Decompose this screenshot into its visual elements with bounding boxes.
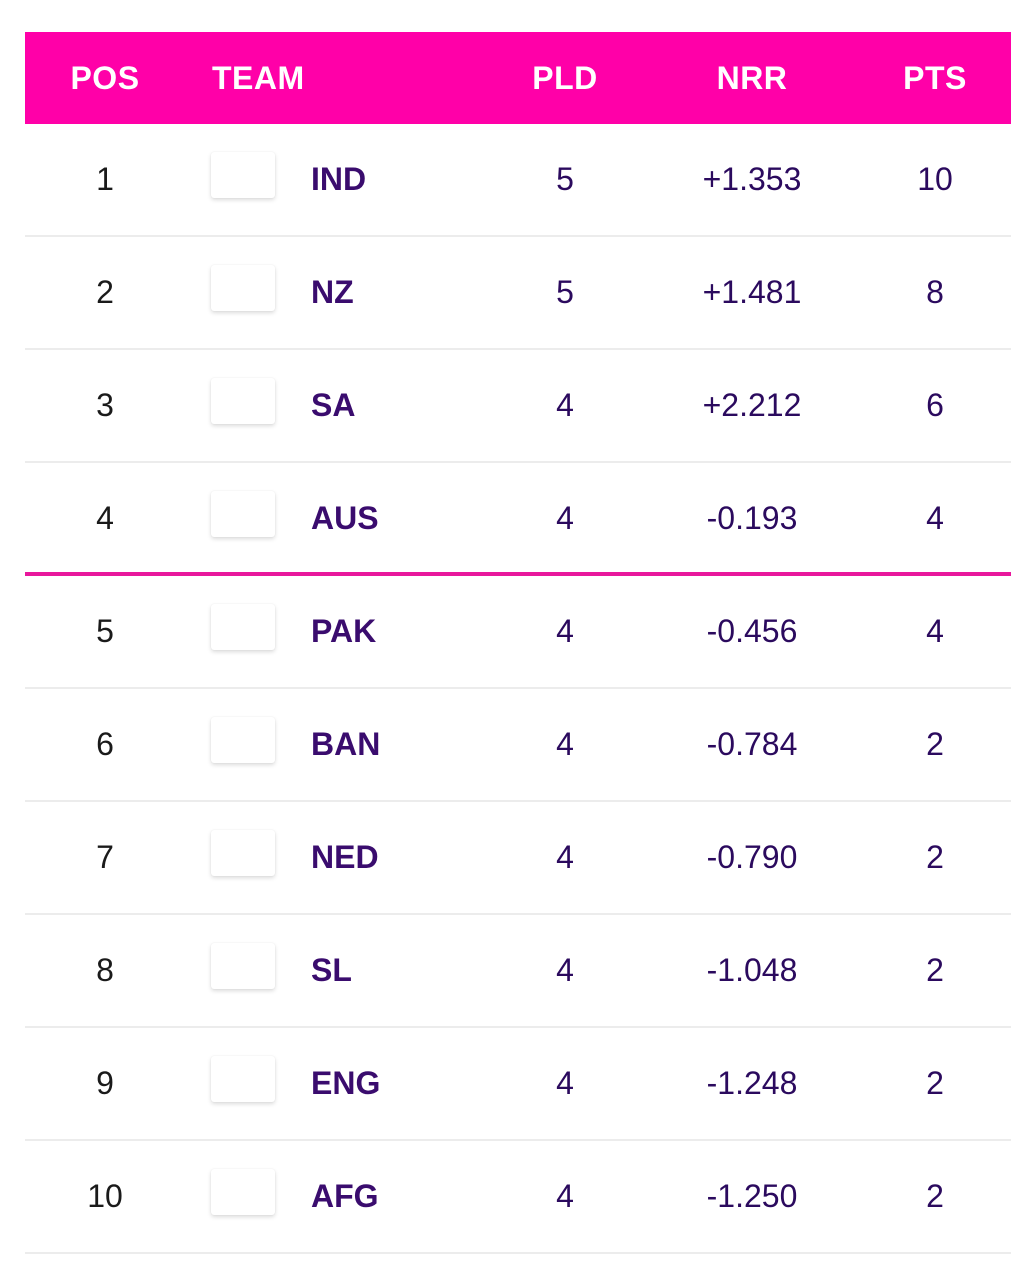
table-row[interactable]: 2 NZ 5 +1.481 8 (25, 237, 1011, 350)
row-pos: 2 (96, 274, 114, 310)
row-team[interactable]: SA (311, 387, 356, 423)
table-row[interactable]: 1 IND 5 +1.353 10 (25, 124, 1011, 237)
row-pts: 8 (926, 274, 944, 310)
row-nrr: -0.456 (706, 613, 798, 649)
row-nrr: -0.193 (706, 500, 798, 536)
row-team[interactable]: NED (311, 839, 379, 875)
team-flag-icon (211, 717, 275, 763)
row-pld: 5 (556, 274, 574, 310)
team-flag-icon (211, 604, 275, 650)
row-nrr: -1.048 (706, 952, 798, 988)
team-flag-icon (211, 1169, 275, 1215)
row-pts: 4 (926, 613, 944, 649)
table-row[interactable]: 4 AUS 4 -0.193 4 (25, 463, 1011, 576)
row-team[interactable]: BAN (311, 726, 381, 762)
row-team[interactable]: AFG (311, 1178, 379, 1214)
row-pos: 3 (96, 387, 114, 423)
row-team[interactable]: ENG (311, 1065, 381, 1101)
row-pos: 10 (87, 1178, 123, 1214)
row-pts: 2 (926, 726, 944, 762)
row-pts: 2 (926, 1065, 944, 1101)
row-team[interactable]: PAK (311, 613, 377, 649)
row-pld: 4 (556, 839, 574, 875)
row-team[interactable]: SL (311, 952, 352, 988)
team-flag-icon (211, 491, 275, 537)
row-pts: 6 (926, 387, 944, 423)
team-flag-icon (211, 152, 275, 198)
row-pts: 2 (926, 839, 944, 875)
table-row[interactable]: 7 NED 4 -0.790 2 (25, 802, 1011, 915)
table-row[interactable]: 5 PAK 4 -0.456 4 (25, 576, 1011, 689)
row-pld: 4 (556, 1178, 574, 1214)
row-pld: 4 (556, 1065, 574, 1101)
header-pts[interactable]: PTS (903, 60, 967, 96)
table-row[interactable]: 6 BAN 4 -0.784 2 (25, 689, 1011, 802)
row-pld: 5 (556, 161, 574, 197)
row-nrr: +1.481 (702, 274, 802, 310)
row-pld: 4 (556, 952, 574, 988)
row-pos: 8 (96, 952, 114, 988)
table-row[interactable]: 9 ENG 4 -1.248 2 (25, 1028, 1011, 1141)
row-pts: 4 (926, 500, 944, 536)
row-team[interactable]: AUS (311, 500, 379, 536)
row-pos: 9 (96, 1065, 114, 1101)
row-team[interactable]: NZ (311, 274, 354, 310)
header-nrr[interactable]: NRR (716, 60, 788, 96)
table-header: POS TEAM PLD NRR PTS (25, 32, 1011, 124)
table-row[interactable]: 10 AFG 4 -1.250 2 (25, 1141, 1011, 1254)
row-pld: 4 (556, 726, 574, 762)
row-pld: 4 (556, 613, 574, 649)
row-pts: 2 (926, 952, 944, 988)
row-pts: 10 (917, 161, 953, 197)
team-flag-icon (211, 1056, 275, 1102)
row-nrr: +2.212 (702, 387, 802, 423)
team-flag-icon (211, 830, 275, 876)
row-pos: 7 (96, 839, 114, 875)
row-pld: 4 (556, 500, 574, 536)
table-row[interactable]: 3 SA 4 +2.212 6 (25, 350, 1011, 463)
row-pos: 6 (96, 726, 114, 762)
header-pld[interactable]: PLD (532, 60, 598, 96)
row-nrr: -1.248 (706, 1065, 798, 1101)
team-flag-icon (211, 378, 275, 424)
team-flag-icon (211, 943, 275, 989)
row-nrr: -0.784 (706, 726, 798, 762)
row-pts: 2 (926, 1178, 944, 1214)
header-pos[interactable]: POS (70, 60, 140, 96)
row-nrr: -0.790 (706, 839, 798, 875)
row-team[interactable]: IND (311, 161, 367, 197)
row-pld: 4 (556, 387, 574, 423)
points-table: POS TEAM PLD NRR PTS 1 IND 5 +1.353 10 2… (25, 32, 1011, 1254)
row-nrr: -1.250 (706, 1178, 798, 1214)
row-pos: 1 (96, 161, 114, 197)
team-flag-icon (211, 265, 275, 311)
row-pos: 5 (96, 613, 114, 649)
header-team[interactable]: TEAM (212, 60, 305, 96)
row-pos: 4 (96, 500, 114, 536)
table-row[interactable]: 8 SL 4 -1.048 2 (25, 915, 1011, 1028)
row-nrr: +1.353 (702, 161, 802, 197)
